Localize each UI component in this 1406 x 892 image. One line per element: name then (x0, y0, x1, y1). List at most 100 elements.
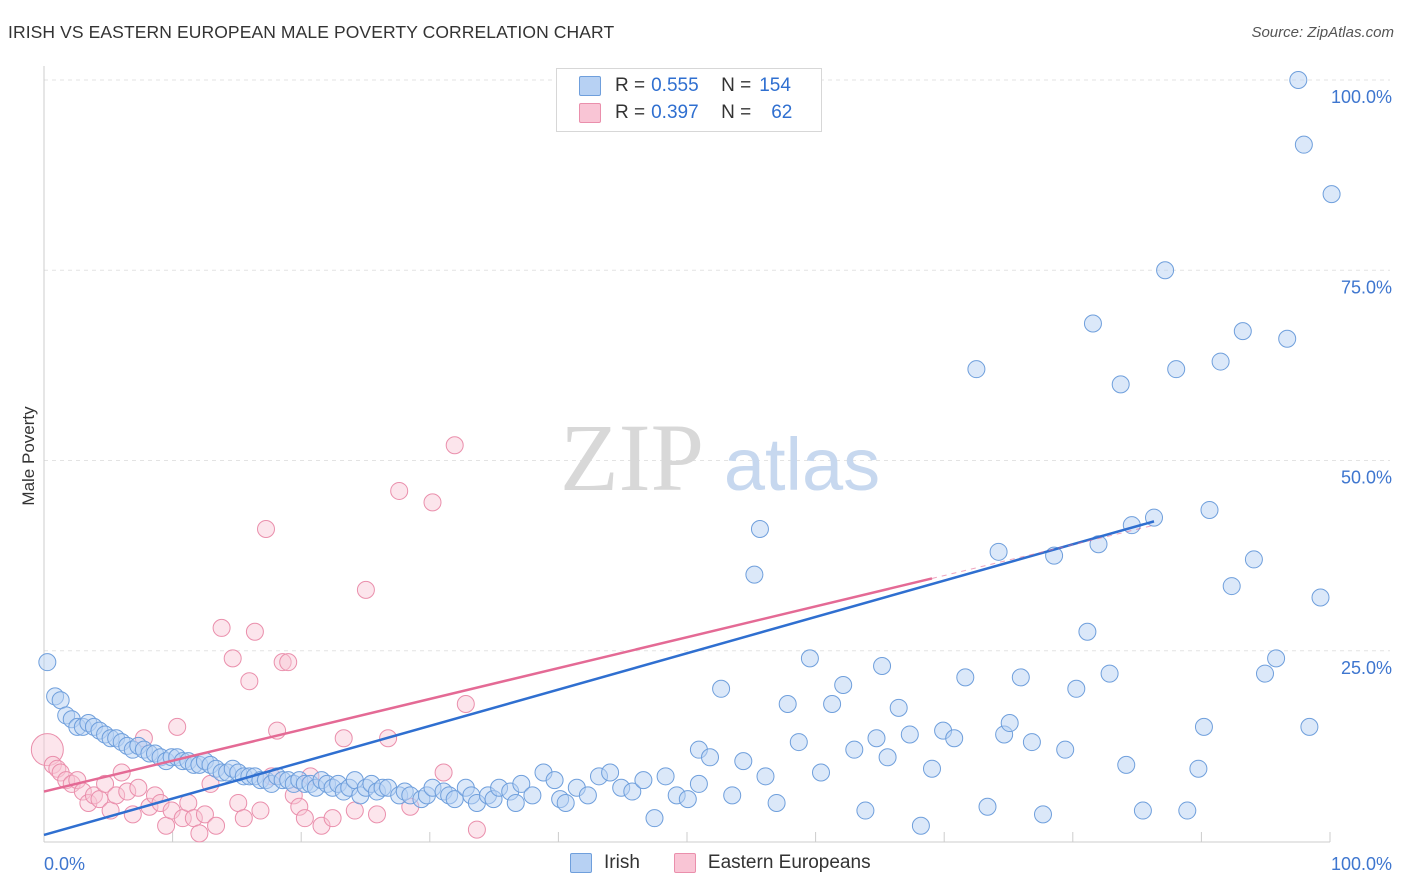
eastern-europeans-point (456, 695, 475, 714)
irish-point (800, 649, 819, 668)
legend-label: Eastern Europeans (707, 852, 871, 873)
irish-point (1200, 500, 1219, 519)
irish-point (656, 767, 675, 786)
irish-point (812, 763, 830, 782)
irish-point (889, 698, 908, 717)
y-tick-label: 75.0% (1341, 277, 1392, 297)
legend-item-eastern-europeans[interactable]: Eastern Europeans (673, 852, 871, 874)
series-legend: Irish Eastern Europeans (570, 852, 905, 874)
r-value: 0.397 (651, 102, 699, 123)
watermark: ZIP atlas (560, 404, 880, 511)
irish-point (1244, 550, 1263, 569)
irish-point (867, 729, 886, 748)
irish-point (1178, 801, 1197, 820)
n-value: 62 (771, 102, 793, 123)
trend-lines (43, 520, 1155, 837)
r-value: 0.555 (651, 75, 699, 96)
r-label: R = (615, 102, 646, 123)
eastern-europeans-point (168, 717, 187, 736)
eastern-europeans-point (323, 809, 342, 828)
eastern-europeans-point (345, 801, 364, 820)
eastern-europeans-point (434, 763, 453, 782)
irish-point (978, 797, 997, 816)
irish-point (1322, 185, 1341, 204)
eastern-europeans-point (368, 805, 386, 824)
irish-point (1089, 535, 1108, 554)
watermark-atlas: atlas (724, 423, 880, 506)
eastern-europeans-point (273, 653, 292, 672)
irish-point (512, 774, 531, 793)
irish-point (945, 729, 964, 748)
irish-point (1133, 801, 1152, 820)
irish-point (856, 801, 875, 820)
eastern-europeans-point (290, 797, 309, 816)
eastern-europeans-point (212, 618, 231, 637)
irish-point (712, 679, 731, 698)
irish-point (1278, 329, 1297, 348)
irish-point (1078, 622, 1097, 641)
x-tick-label: 100.0% (1331, 854, 1392, 874)
correlation-legend: R = 0.555 N = 154 R = 0.397 N = 62 (556, 68, 822, 132)
eastern-swatch (579, 103, 601, 123)
irish-point (578, 786, 597, 805)
irish-point (956, 668, 975, 687)
eastern-europeans-point (279, 653, 298, 672)
irish-point (1194, 717, 1213, 736)
irish-point (900, 725, 919, 744)
irish-point (1167, 360, 1186, 379)
x-tick-label: 0.0% (44, 854, 85, 874)
irish-point (734, 752, 753, 771)
eastern-europeans-point (257, 519, 275, 538)
eastern-europeans-point (207, 816, 226, 835)
grid-lines (44, 79, 1390, 652)
irish-point (756, 767, 775, 786)
irish-point (789, 733, 808, 752)
irish-point (1083, 314, 1102, 333)
eastern-europeans-point (467, 820, 486, 839)
irish-point (1311, 588, 1330, 607)
irish-point (1034, 805, 1052, 824)
eastern-europeans-point (445, 436, 464, 455)
irish-point (38, 653, 57, 672)
irish-point (1022, 733, 1041, 752)
irish-point (1294, 135, 1313, 154)
eastern-europeans-point (157, 816, 176, 835)
irish-point (1100, 664, 1119, 683)
eastern-europeans-point (96, 774, 115, 793)
irish-point (678, 790, 697, 809)
eastern-europeans-point (240, 672, 259, 691)
irish-point (523, 786, 542, 805)
irish-point (1156, 261, 1175, 280)
eastern-europeans-point (295, 809, 314, 828)
irish-point (689, 774, 708, 793)
chart-title: IRISH VS EASTERN EUROPEAN MALE POVERTY C… (8, 22, 615, 42)
legend-item-irish[interactable]: Irish (570, 852, 640, 874)
y-axis-label: Male Poverty (19, 406, 38, 506)
irish-point (1233, 322, 1252, 341)
eastern-europeans-point (30, 733, 64, 767)
eastern-trend-line (43, 577, 933, 793)
irish-point (723, 786, 742, 805)
irish-point (911, 816, 930, 835)
irish-trend-line (43, 520, 1155, 837)
eastern-swatch (673, 853, 696, 873)
irish-point (878, 748, 897, 767)
irish-point (1289, 71, 1308, 89)
irish-point (1189, 759, 1208, 778)
irish-point (745, 565, 764, 584)
eastern-europeans-point (195, 805, 214, 824)
irish-point (845, 740, 864, 759)
irish-point (1211, 352, 1230, 371)
irish-point (701, 748, 719, 767)
irish-point (634, 771, 653, 790)
irish-point (1067, 679, 1086, 698)
y-tick-label: 25.0% (1341, 658, 1392, 678)
irish-point (967, 360, 986, 379)
eastern-trend-extension (931, 524, 1155, 579)
irish-point (1011, 668, 1030, 687)
irish-point (1256, 664, 1274, 683)
irish-point (873, 656, 892, 675)
r-label: R = (615, 75, 646, 96)
irish-point (645, 809, 664, 828)
eastern-europeans-point (334, 729, 353, 748)
